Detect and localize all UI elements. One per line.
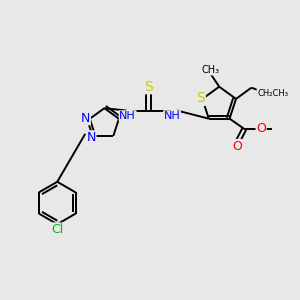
Text: S: S <box>196 91 205 105</box>
Text: CH₂CH₃: CH₂CH₃ <box>257 88 288 98</box>
Text: NH: NH <box>119 111 136 121</box>
Text: O: O <box>232 140 242 152</box>
Text: CH₃: CH₃ <box>202 65 220 75</box>
Text: NH: NH <box>164 111 181 121</box>
Text: N: N <box>87 131 96 144</box>
Text: N: N <box>81 112 90 125</box>
Text: S: S <box>144 80 153 94</box>
Text: O: O <box>256 122 266 135</box>
Text: Cl: Cl <box>51 223 63 236</box>
